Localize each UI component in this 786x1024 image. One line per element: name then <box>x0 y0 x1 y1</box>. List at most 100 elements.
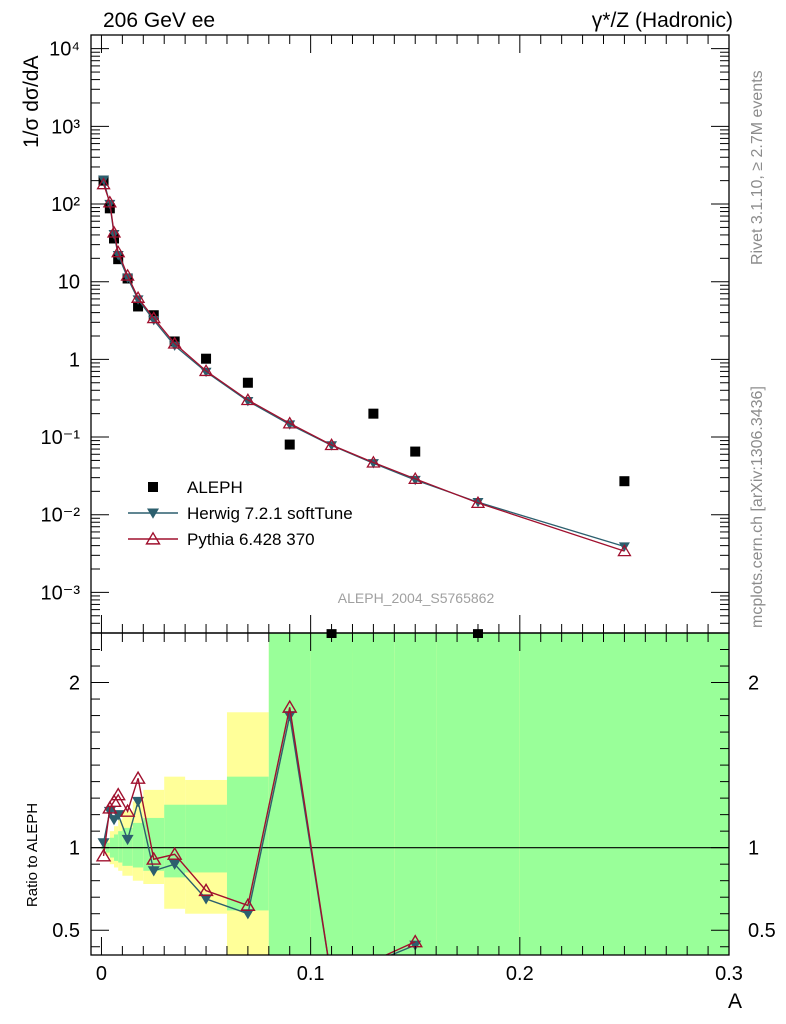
y-tick-label: 10² <box>51 194 80 216</box>
ratio-point-pythia <box>240 897 256 912</box>
x-tick-label: 0 <box>96 963 107 985</box>
main-point-herwig <box>169 341 181 351</box>
main-point-pythia <box>470 495 486 509</box>
data-point-aleph <box>368 408 379 419</box>
main-point-pythia <box>146 311 161 324</box>
green-band-bin <box>310 633 353 955</box>
ratio-lines <box>95 699 423 955</box>
x-tick-label: 0.3 <box>715 963 743 985</box>
green-band-bin <box>118 831 123 863</box>
x-tick-label: 0.2 <box>506 963 534 985</box>
legend-marker-pythia <box>145 531 161 545</box>
data-point-aleph <box>133 301 144 312</box>
ratio-line-pythia <box>102 707 416 955</box>
legend: ALEPH Herwig 7.2.1 softTune Pythia 6.428 3… <box>128 478 353 549</box>
ratio-point-pythia <box>166 846 183 860</box>
main-point-pythia <box>102 195 117 208</box>
main-point-pythia <box>120 268 135 281</box>
header-left: 206 GeV ee <box>103 9 215 32</box>
main-point-herwig <box>148 316 160 326</box>
y-tick-label: 10 <box>58 272 80 294</box>
ratio-point-herwig <box>121 834 134 846</box>
analysis-watermark: ALEPH_2004_S5765862 <box>338 590 495 606</box>
main-line-herwig <box>102 179 625 548</box>
data-point-aleph <box>410 446 421 457</box>
main-point-pythia <box>408 471 423 484</box>
legend-marker-aleph <box>148 482 158 492</box>
ratio-y-tick-label-right: 1 <box>748 838 759 860</box>
y-tick-label: 10³ <box>51 116 80 138</box>
main-point-pythia <box>198 363 214 377</box>
green-band-bin <box>352 633 395 955</box>
green-band-bin <box>122 827 133 866</box>
legend-label: Pythia 6.428 370 <box>187 530 315 549</box>
main-point-pythia <box>282 416 297 429</box>
green-band-bin <box>143 817 165 871</box>
y-tick-label: 10⁴ <box>49 39 80 61</box>
green-band-bin <box>394 633 437 955</box>
green-band-bin <box>436 633 520 955</box>
y-tick-label: 10⁻² <box>41 505 81 527</box>
ratio-point-pythia <box>119 803 136 817</box>
ratio-y-tick-label: 2 <box>69 673 80 695</box>
ratio-point-herwig <box>97 838 110 849</box>
y-tick-label: 10⁻³ <box>41 582 81 604</box>
ratio-y-tick-label-right: 2 <box>748 673 759 695</box>
main-point-pythia <box>324 438 339 451</box>
ratio-y-tick-label: 1 <box>69 838 80 860</box>
ratio-point-pythia <box>102 800 118 814</box>
ratio-point-herwig <box>147 866 160 877</box>
main-line-pythia <box>102 183 625 552</box>
main-point-pythia <box>167 336 182 349</box>
green-band-bin <box>226 776 269 911</box>
legend-marker-herwig <box>147 508 159 519</box>
data-point-aleph <box>169 336 180 347</box>
data-point-aleph <box>284 439 295 450</box>
ratio-point-pythia <box>95 848 112 862</box>
ratio-point-herwig <box>168 859 181 870</box>
data-point-aleph <box>619 476 630 487</box>
mcplots-label: mcplots.cern.ch [arXiv:1306.3436] <box>749 386 766 628</box>
legend-label: ALEPH <box>187 478 243 497</box>
ratio-point-pythia <box>110 787 126 801</box>
ratio-uncertainty-bands <box>91 633 729 955</box>
ratio-point-herwig <box>241 909 254 920</box>
main-point-pythia <box>240 392 256 406</box>
main-plot-marks <box>96 175 632 638</box>
header-right: γ*/Z (Hadronic) <box>592 9 733 32</box>
main-point-pythia <box>96 177 111 190</box>
ratio-y-tick-label-right: 0.5 <box>748 920 776 942</box>
ratio-point-pythia <box>106 793 122 808</box>
main-point-herwig <box>112 250 124 261</box>
main-point-pythia <box>617 544 632 557</box>
green-band-bin <box>519 633 729 955</box>
y-tick-label: 1 <box>69 349 80 371</box>
ratio-frame <box>90 632 730 956</box>
data-point-aleph <box>201 353 212 364</box>
legend-label: Herwig 7.2.1 softTune <box>187 504 353 523</box>
green-band-bin <box>132 822 144 868</box>
green-band-bin <box>268 633 311 955</box>
ratio-point-pythia <box>146 851 162 865</box>
axes: 0 0.1 0.2 0.3 10⁻³ 10⁻² 10⁻¹ 1 10 10² 10³ 10⁴ 0.5 0.5… <box>41 34 776 985</box>
ratio-point-pythia <box>281 699 298 713</box>
main-point-herwig <box>98 175 110 186</box>
main-point-pythia <box>130 290 146 303</box>
data-point-aleph <box>242 377 253 388</box>
green-band-bin <box>185 804 227 873</box>
ratio-point-pythia <box>130 770 146 784</box>
y-tick-label: 10⁻¹ <box>41 427 81 449</box>
main-point-pythia <box>366 455 381 468</box>
x-tick-label: 0.1 <box>297 963 325 985</box>
ratio-point-herwig <box>283 711 296 722</box>
main-ylabel: 1/σ dσ/dA <box>20 56 43 148</box>
main-point-pythia <box>106 225 122 238</box>
main-point-herwig <box>618 542 630 552</box>
ratio-y-tick-label: 0.5 <box>52 920 80 942</box>
ratio-point-herwig <box>132 796 145 808</box>
data-point-aleph <box>148 310 159 321</box>
main-point-herwig <box>122 273 134 284</box>
ratio-ylabel: Ratio to ALEPH <box>24 803 41 907</box>
main-point-pythia <box>111 245 126 258</box>
